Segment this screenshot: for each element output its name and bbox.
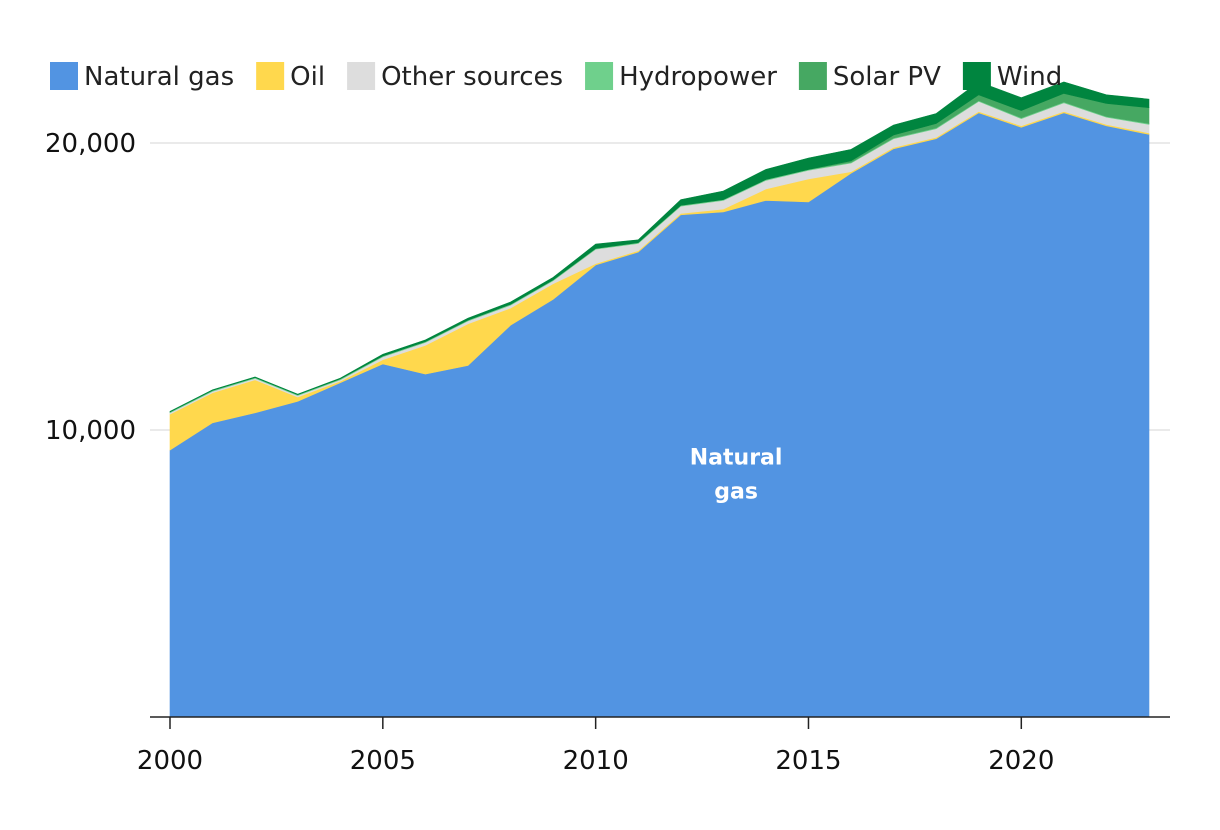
legend-label: Natural gas bbox=[84, 62, 234, 92]
legend-swatch bbox=[585, 62, 614, 90]
legend-label: Oil bbox=[290, 62, 325, 92]
legend-label: Solar PV bbox=[833, 62, 941, 92]
legend-item-solar-pv: Solar PV bbox=[798, 62, 941, 92]
legend-item-natural-gas: Natural gas bbox=[50, 62, 234, 92]
series-areas bbox=[169, 81, 1150, 718]
y-tick-label: 10,000 bbox=[45, 416, 136, 446]
annotations: Natural gas bbox=[690, 445, 783, 504]
area-wind bbox=[169, 81, 1150, 413]
y-tick-label: 20,000 bbox=[45, 129, 136, 159]
axes: 2000 2005 2010 2015 2020 10,000 20,000 bbox=[45, 129, 1170, 776]
x-tick-label: 2005 bbox=[350, 746, 416, 776]
legend-swatch bbox=[798, 62, 827, 90]
legend: Natural gas Oil Other sources Hydropower Sol… bbox=[50, 62, 1062, 92]
legend-item-wind: Wind bbox=[962, 62, 1062, 92]
legend-swatch bbox=[50, 62, 78, 90]
area-natural-gas bbox=[169, 112, 1150, 718]
area-label-natural-gas: gas bbox=[714, 479, 758, 504]
x-tick-label: 2000 bbox=[137, 746, 203, 776]
legend-label: Wind bbox=[997, 62, 1062, 92]
legend-item-other-sources: Other sources bbox=[347, 62, 563, 92]
legend-label: Hydropower bbox=[619, 62, 777, 92]
legend-swatch bbox=[962, 62, 991, 90]
x-tick-label: 2015 bbox=[775, 746, 841, 776]
legend-swatch bbox=[256, 62, 285, 90]
x-tick-label: 2010 bbox=[563, 746, 629, 776]
legend-label: Other sources bbox=[381, 62, 563, 92]
legend-item-oil: Oil bbox=[256, 62, 325, 92]
legend-item-hydropower: Hydropower bbox=[585, 62, 777, 92]
area-label-natural-gas: Natural bbox=[690, 445, 783, 470]
legend-swatch bbox=[347, 62, 376, 90]
x-tick-label: 2020 bbox=[988, 746, 1054, 776]
